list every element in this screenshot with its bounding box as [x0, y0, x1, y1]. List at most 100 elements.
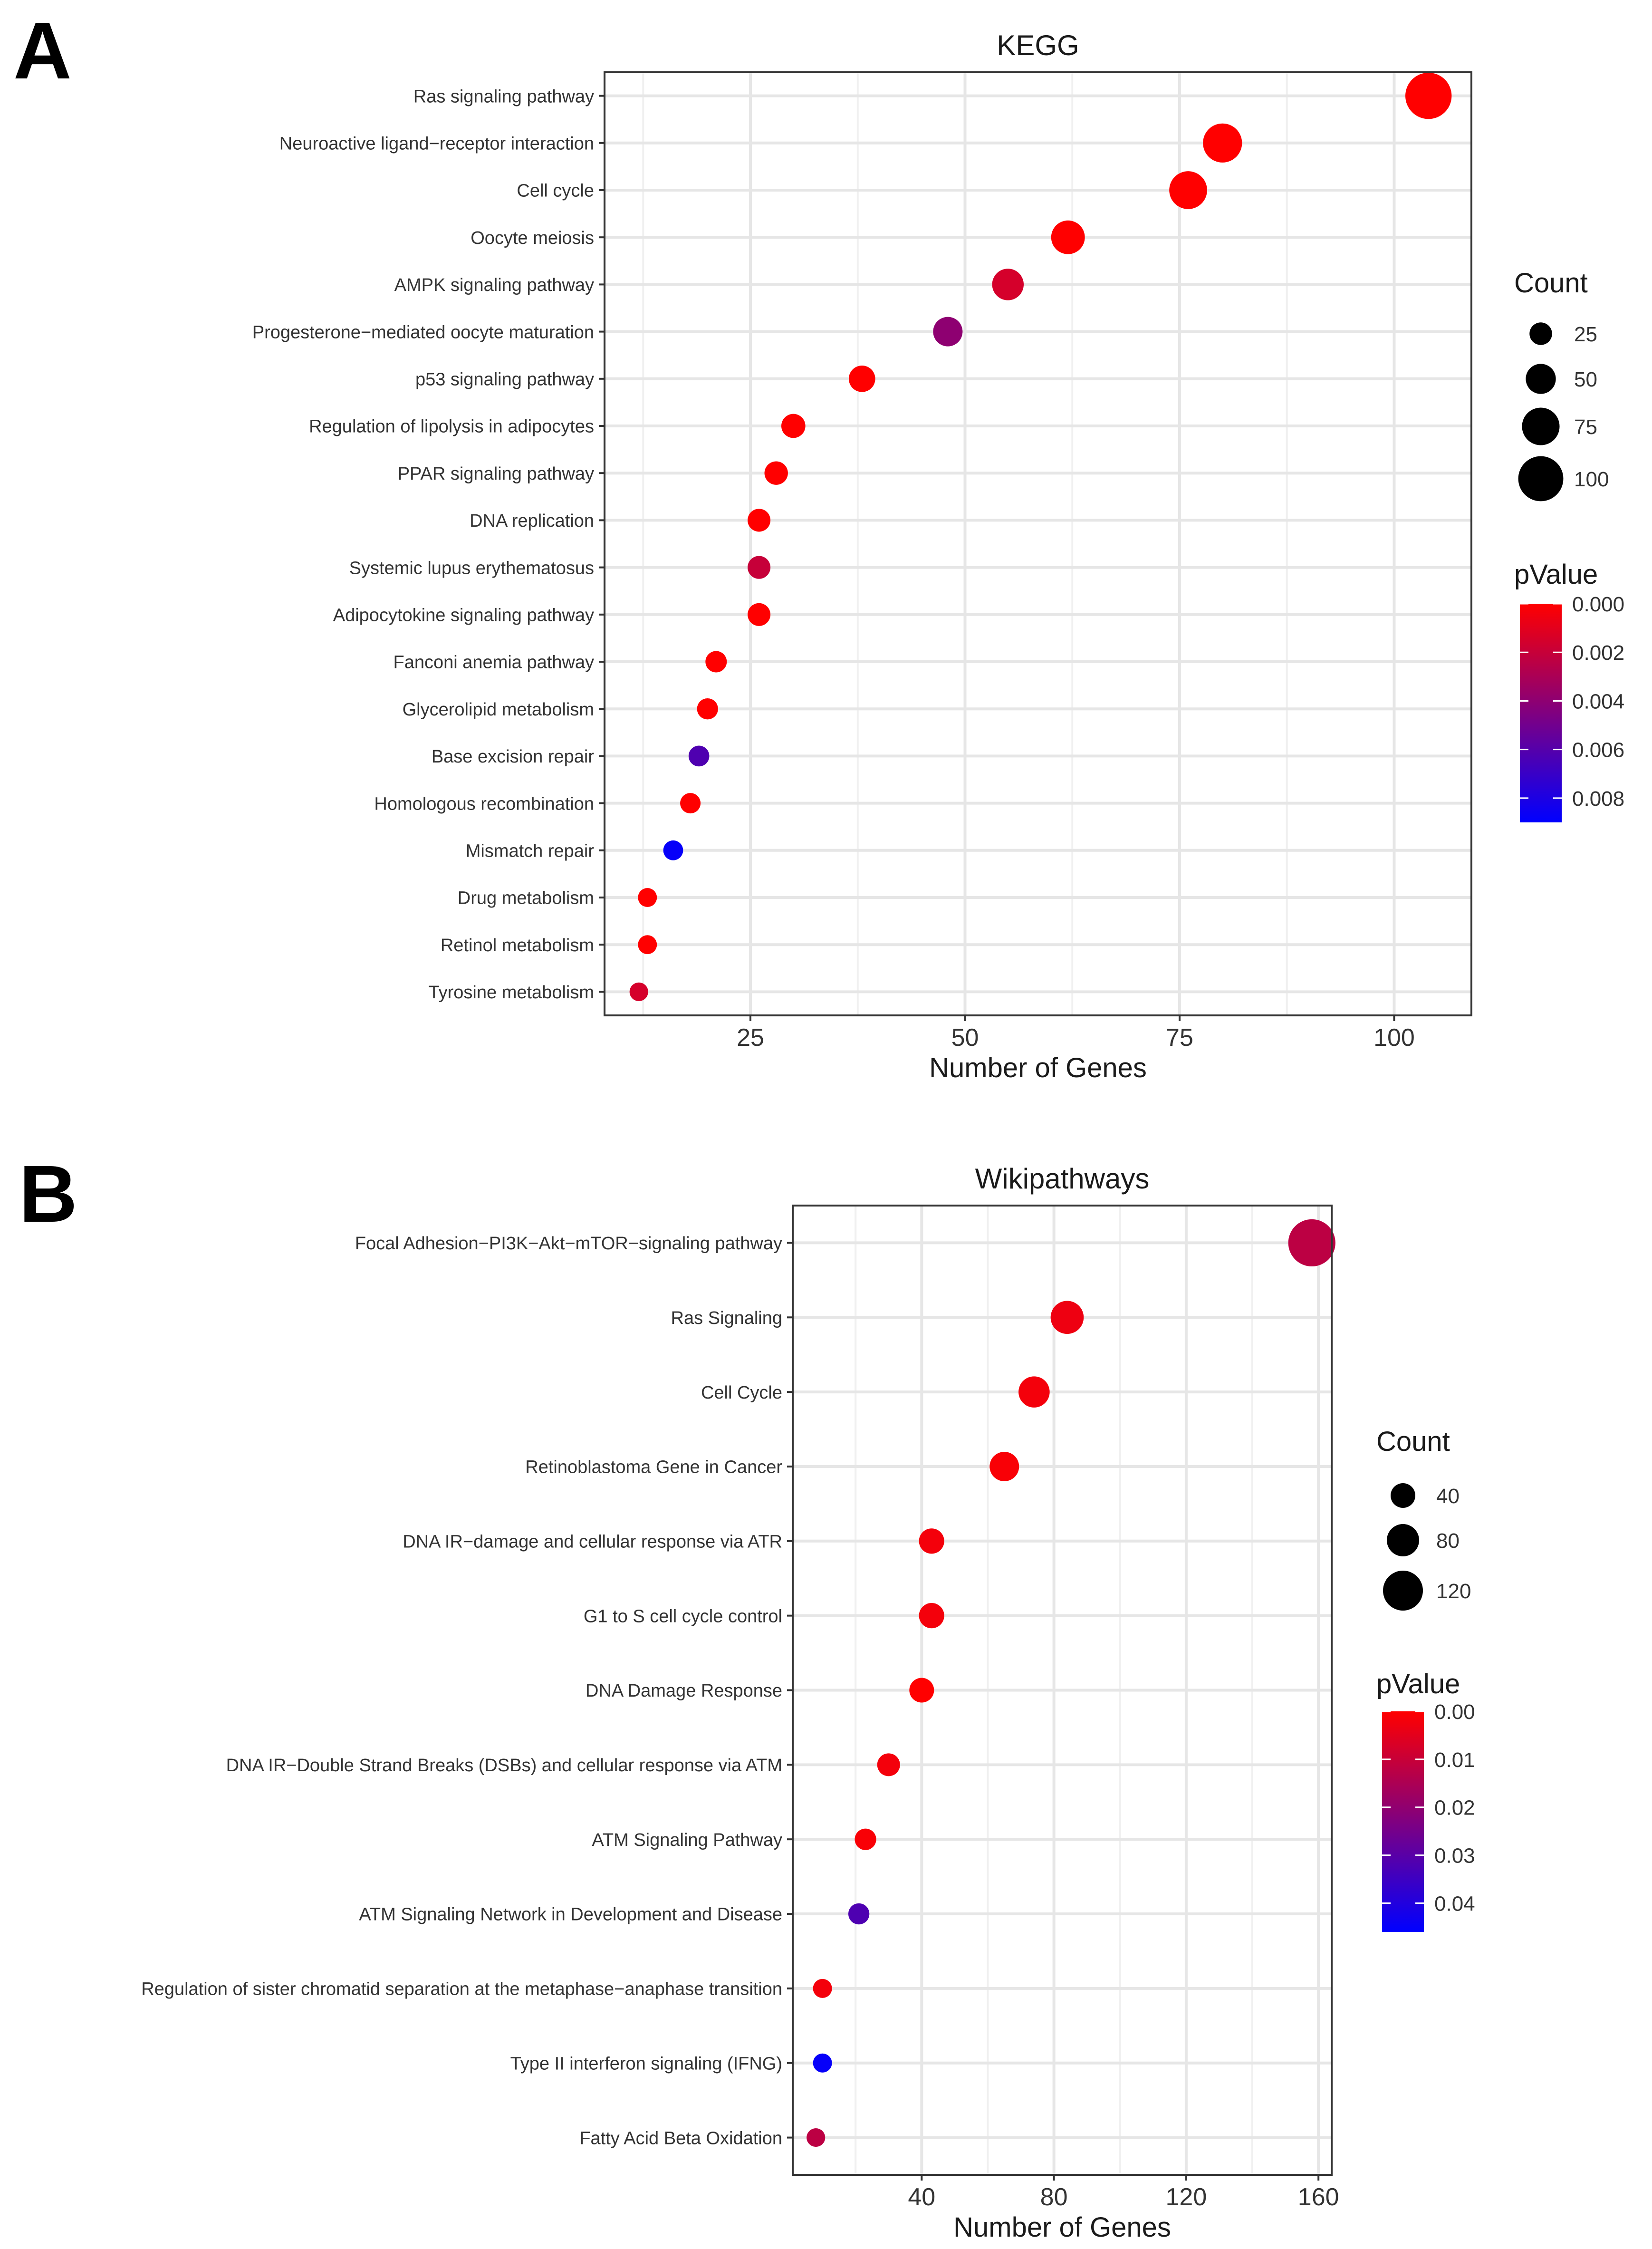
data-point [813, 2053, 832, 2073]
color-legend-label: 0.03 [1434, 1844, 1475, 1868]
data-point [855, 1828, 876, 1850]
y-tick-label: Oocyte meiosis [471, 228, 594, 248]
data-point [1169, 171, 1207, 209]
size-legend-key [1529, 322, 1552, 345]
data-point [848, 1903, 870, 1925]
color-legend-bar [1382, 1711, 1424, 1932]
chart-title: Wikipathways [975, 1163, 1150, 1195]
size-legend-key [1391, 1483, 1415, 1508]
size-legend-label: 50 [1574, 368, 1597, 391]
size-legend-label: 40 [1436, 1485, 1460, 1508]
y-tick-label: DNA Damage Response [586, 1681, 782, 1701]
y-tick-label: Glycerolipid metabolism [403, 700, 594, 720]
size-legend: Count 25 50 75 100 [1514, 268, 1609, 502]
y-tick-label: G1 to S cell cycle control [584, 1606, 782, 1626]
data-point [1288, 1219, 1335, 1267]
y-tick-label: Neuroactive ligand−receptor interaction [279, 134, 594, 154]
data-point [697, 698, 718, 720]
y-tick-label: Retinol metabolism [441, 936, 594, 956]
size-legend-label: 75 [1574, 415, 1597, 439]
y-tick-label: Homologous recombination [374, 794, 594, 814]
panel-a: A Ras signaling pathway Neuroactive ligand… [13, 6, 1624, 1083]
data-point [705, 651, 727, 673]
size-legend-label: 80 [1436, 1529, 1460, 1553]
size-legend-key [1383, 1571, 1423, 1611]
x-axis-title: Number of Genes [929, 1052, 1147, 1083]
color-legend-label: 0.00 [1434, 1700, 1475, 1724]
color-legend-label: 0.006 [1572, 739, 1624, 762]
data-point [813, 1979, 832, 1998]
y-tick-label: DNA replication [470, 511, 594, 531]
panel-label: B [19, 1149, 77, 1239]
y-tick-label: Tyrosine metabolism [429, 983, 594, 1003]
data-point [919, 1528, 944, 1554]
y-tick-label: Adipocytokine signaling pathway [333, 605, 594, 625]
size-legend-label: 25 [1574, 323, 1597, 346]
size-legend-key [1387, 1524, 1419, 1556]
y-tick-label: Regulation of sister chromatid separatio… [141, 1979, 782, 1999]
data-point [748, 509, 771, 532]
color-legend-label: 0.004 [1572, 690, 1624, 713]
y-tick-label: Ras Signaling [671, 1308, 782, 1328]
data-point [933, 317, 963, 347]
y-tick-label: Systemic lupus erythematosus [349, 558, 594, 578]
data-point [638, 935, 657, 955]
y-tick-label: Regulation of lipolysis in adipocytes [309, 417, 594, 437]
size-legend-key [1526, 364, 1556, 394]
data-point [848, 365, 875, 392]
y-tick-label: PPAR signaling pathway [398, 464, 594, 484]
data-point [638, 888, 657, 907]
color-legend-label: 0.002 [1572, 641, 1624, 665]
y-tick-label: Drug metabolism [458, 888, 594, 908]
x-tick-label: 100 [1373, 1024, 1415, 1052]
size-legend-label: 120 [1436, 1580, 1471, 1603]
plot-background [605, 72, 1471, 1015]
x-tick-label: 50 [951, 1024, 979, 1052]
y-tick-label: Fanconi anemia pathway [394, 653, 594, 673]
data-point [748, 556, 771, 579]
y-tick-label: Focal Adhesion−PI3K−Akt−mTOR−signaling p… [355, 1234, 782, 1254]
plot-border [604, 71, 1472, 1016]
data-point [807, 2128, 826, 2147]
chart-title: KEGG [997, 29, 1079, 61]
data-point [1203, 123, 1242, 163]
data-point [688, 745, 710, 767]
y-tick-label: ATM Signaling Network in Development and… [359, 1905, 782, 1925]
size-legend-key [1522, 407, 1560, 445]
color-legend-label: 0.04 [1434, 1892, 1475, 1915]
data-point [989, 1451, 1019, 1481]
color-legend-label: 0.008 [1572, 787, 1624, 811]
data-point [680, 793, 701, 814]
data-point [992, 269, 1024, 300]
y-tick-label: DNA IR−damage and cellular response via … [403, 1532, 782, 1552]
data-point [629, 982, 648, 1002]
x-tick-label: 75 [1166, 1024, 1193, 1052]
y-tick-label: Fatty Acid Beta Oxidation [579, 2128, 782, 2148]
y-tick-label: Type II interferon signaling (IFNG) [510, 2054, 782, 2074]
x-tick-label: 160 [1298, 2183, 1339, 2211]
y-tick-label: AMPK signaling pathway [394, 275, 594, 295]
x-axis-title: Number of Genes [953, 2212, 1171, 2243]
y-tick-label: Base excision repair [432, 747, 595, 767]
y-tick-label: Progesterone−mediated oocyte maturation [252, 322, 594, 342]
size-legend: Count 40 80 120 [1376, 1426, 1471, 1611]
size-legend-label: 100 [1574, 468, 1609, 491]
size-legend-title: Count [1514, 268, 1588, 299]
y-tick-label: Mismatch repair [466, 841, 595, 861]
y-tick-label: Ras signaling pathway [413, 87, 594, 106]
size-legend-key [1518, 456, 1564, 502]
panel-label: A [13, 6, 72, 96]
panel-b: B Focal Adhesion−PI3K−Akt−mTOR−signaling … [19, 1149, 1475, 2243]
data-point [663, 840, 683, 860]
x-tick-label: 40 [908, 2183, 935, 2211]
y-tick-label: DNA IR−Double Strand Breaks (DSBs) and c… [226, 1756, 782, 1776]
data-point [1405, 72, 1452, 119]
y-tick-label: Cell cycle [517, 181, 594, 201]
data-point [919, 1603, 944, 1629]
size-legend-title: Count [1376, 1426, 1450, 1457]
color-legend-title: pValue [1514, 559, 1598, 590]
data-point [909, 1678, 934, 1703]
y-tick-label: p53 signaling pathway [415, 369, 594, 389]
y-tick-label: Retinoblastoma Gene in Cancer [525, 1458, 782, 1477]
